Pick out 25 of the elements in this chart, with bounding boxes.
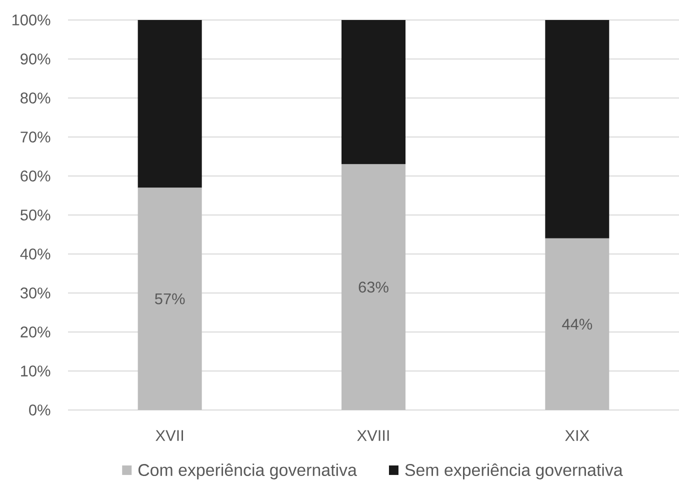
y-tick-label: 100% <box>12 14 50 26</box>
y-tick-label: 20% <box>20 326 50 338</box>
y-tick-label: 10% <box>21 366 50 376</box>
y-tick-label: 60% <box>20 170 50 182</box>
legend-label: Com experiência governativa <box>138 464 357 480</box>
y-tick-label: 40% <box>20 248 50 260</box>
bar <box>545 20 610 238</box>
x-tick-label: XVII <box>156 430 183 441</box>
legend-label: Sem experiência governativa <box>405 464 623 480</box>
bar <box>138 188 202 410</box>
y-tick-label: 90% <box>20 54 50 64</box>
y-tick-label: 30% <box>20 288 50 298</box>
data-label: 44% <box>562 318 592 330</box>
y-tick-label: 80% <box>20 92 50 104</box>
y-tick-label: 70% <box>20 132 50 142</box>
data-label: 63% <box>358 282 388 293</box>
x-tick-label: XIX <box>565 430 590 441</box>
bar <box>342 164 406 410</box>
y-tick-label: 50% <box>20 210 50 220</box>
bar <box>545 238 610 410</box>
data-label: 57% <box>155 293 185 304</box>
y-tick-label: 0% <box>29 404 50 416</box>
x-tick-label: XVIII <box>357 430 389 441</box>
bar <box>138 20 202 188</box>
bar <box>342 20 406 164</box>
